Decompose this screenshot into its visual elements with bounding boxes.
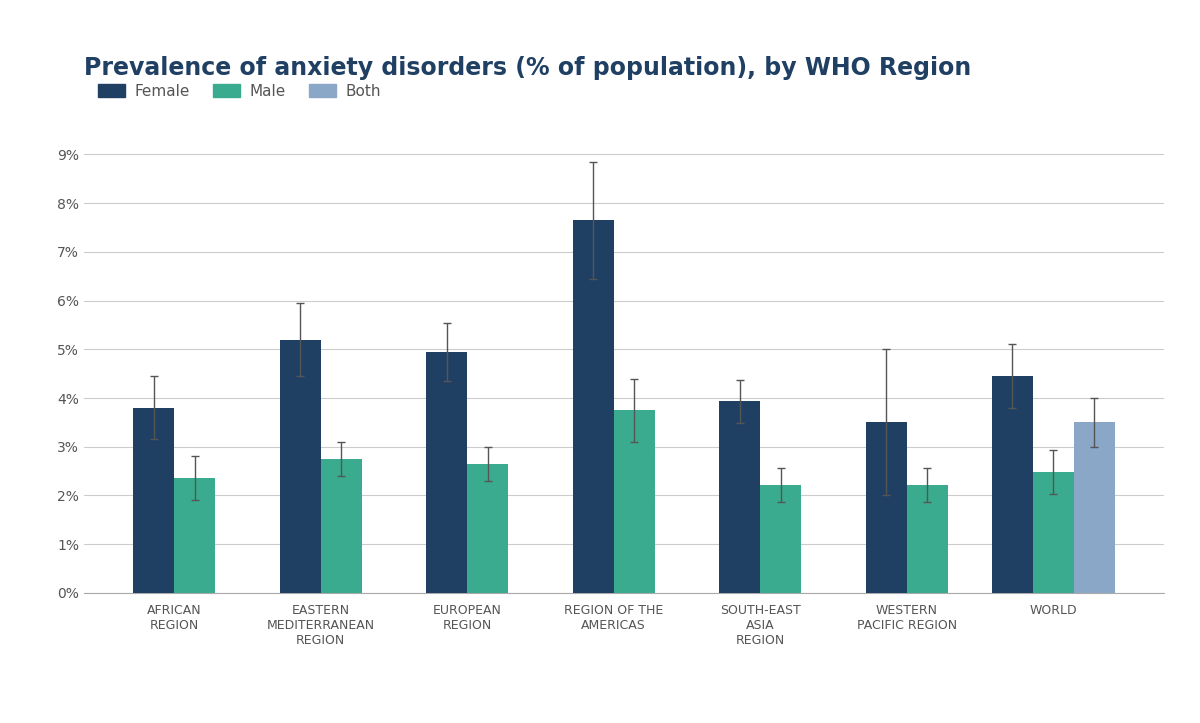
Bar: [467, 463, 509, 593]
Bar: [320, 459, 361, 593]
Bar: [907, 484, 948, 593]
Bar: [865, 422, 907, 593]
Legend: Female, Male, Both: Female, Male, Both: [91, 77, 386, 105]
Bar: [426, 352, 467, 593]
Bar: [719, 401, 761, 593]
Text: Prevalence of anxiety disorders (% of population), by WHO Region: Prevalence of anxiety disorders (% of po…: [84, 56, 971, 80]
Bar: [761, 484, 802, 593]
Bar: [174, 479, 215, 593]
Bar: [992, 376, 1033, 593]
Bar: [572, 221, 613, 593]
Bar: [613, 410, 655, 593]
Bar: [133, 408, 174, 593]
Bar: [1074, 422, 1115, 593]
Bar: [280, 340, 320, 593]
Bar: [1033, 472, 1074, 593]
